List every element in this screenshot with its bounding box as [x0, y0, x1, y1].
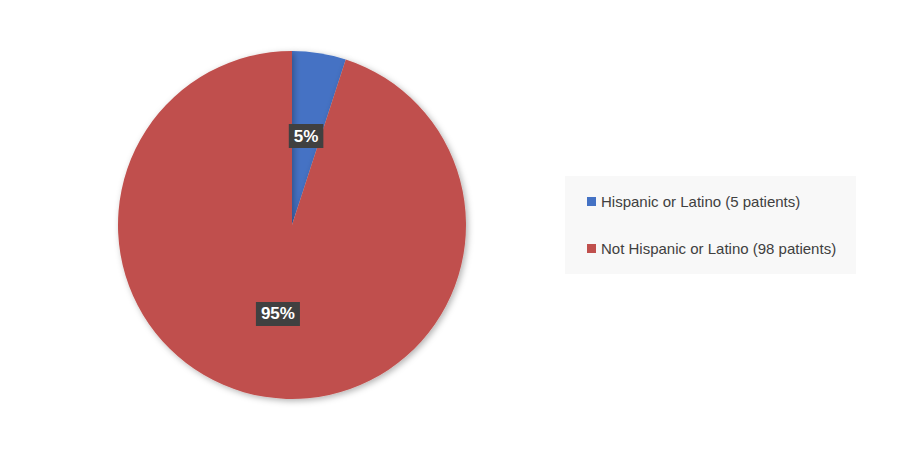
svg-text:Not Hispanic or Latino (98 pat: Not Hispanic or Latino (98 patients): [601, 240, 836, 257]
svg-text:5%: 5%: [294, 127, 319, 146]
svg-text:95%: 95%: [261, 304, 295, 323]
svg-text:Hispanic or Latino (5 patients: Hispanic or Latino (5 patients): [601, 193, 800, 210]
